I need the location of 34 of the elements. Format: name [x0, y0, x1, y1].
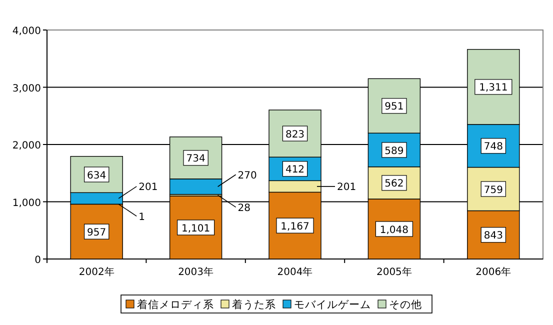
- data-label: 1: [138, 212, 145, 223]
- legend-label: モバイルゲーム: [294, 299, 371, 311]
- data-label: 589: [384, 146, 404, 157]
- y-tick-label: 2,000: [12, 140, 41, 152]
- data-label: 412: [285, 164, 305, 176]
- data-label: 1,101: [181, 223, 210, 234]
- data-label: 951: [384, 102, 404, 113]
- data-label: 270: [238, 170, 257, 182]
- data-label: 843: [484, 230, 503, 242]
- x-tick-label: 2002年: [78, 266, 114, 278]
- data-label: 28: [238, 202, 251, 214]
- y-tick-label: 4,000: [12, 26, 41, 37]
- x-tick-label: 2004年: [277, 266, 313, 278]
- data-label: 957: [87, 227, 106, 238]
- data-label: 1,167: [280, 221, 310, 232]
- data-label: 823: [285, 129, 305, 140]
- y-tick-label: 3,000: [12, 83, 41, 94]
- legend-label: 着信メロディ系: [137, 298, 214, 311]
- y-tick-label: 1,000: [12, 198, 41, 209]
- legend-label: その他: [389, 299, 422, 311]
- data-label: 759: [484, 184, 503, 196]
- x-tick-label: 2003年: [178, 266, 214, 278]
- data-label: 634: [87, 170, 106, 182]
- data-label: 734: [186, 154, 206, 165]
- data-label: 1,048: [380, 224, 409, 236]
- data-label: 748: [484, 142, 503, 153]
- legend-label: 着うた系: [232, 298, 276, 311]
- data-label: 562: [384, 178, 404, 190]
- data-label: 1,311: [479, 82, 508, 94]
- y-tick-label: 0: [34, 255, 41, 266]
- data-label: 201: [337, 182, 356, 194]
- x-tick-label: 2005年: [376, 266, 412, 278]
- x-tick-label: 2006年: [476, 266, 512, 278]
- data-label: 201: [138, 182, 158, 194]
